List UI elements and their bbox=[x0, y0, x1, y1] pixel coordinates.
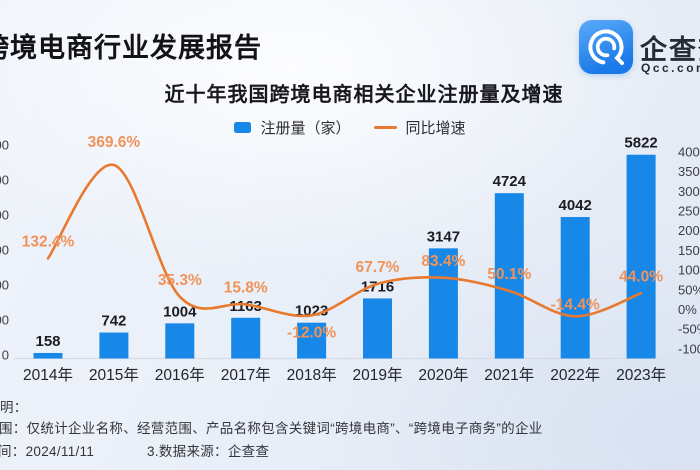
bar bbox=[99, 332, 129, 359]
growth-point-label: 132.4% bbox=[22, 234, 75, 251]
bar bbox=[363, 298, 392, 359]
x-axis-label: 2019年 bbox=[353, 366, 403, 384]
qcc-logo-icon bbox=[588, 29, 625, 66]
report-title: 跨境电商行业发展报告 bbox=[0, 33, 262, 63]
x-axis-label: 2018年 bbox=[287, 366, 337, 384]
qcc-brand-name: 企查查 bbox=[640, 35, 700, 65]
bar-value-label: 4042 bbox=[559, 197, 592, 214]
right-axis-tick: 250% bbox=[678, 204, 700, 219]
bar bbox=[428, 248, 458, 359]
legend-line-label: 同比增速 bbox=[405, 120, 466, 137]
legend-bar-swatch-icon bbox=[234, 122, 252, 133]
left-axis-tick: 0 bbox=[2, 347, 9, 362]
growth-point-label: 15.8% bbox=[224, 279, 268, 296]
growth-point-label: 83.4% bbox=[421, 253, 465, 270]
bar bbox=[33, 352, 63, 359]
left-axis-tick: 1000 bbox=[0, 312, 9, 327]
x-axis-label: 2014年 bbox=[23, 366, 73, 384]
left-axis-tick: 3000 bbox=[0, 242, 9, 257]
bar-value-label: 5822 bbox=[624, 135, 657, 152]
growth-point-label: 369.6% bbox=[88, 134, 141, 151]
qcc-logo: 企查查 Qcc.com bbox=[579, 20, 700, 76]
x-axis-label: 2023年 bbox=[616, 366, 666, 384]
right-axis-tick: 200% bbox=[678, 223, 700, 238]
left-axis-tick: 2000 bbox=[0, 277, 9, 292]
growth-point-label: 44.0% bbox=[619, 268, 663, 285]
bar bbox=[297, 322, 327, 359]
qcc-brand-url: Qcc.com bbox=[641, 61, 700, 75]
right-axis-tick: -50% bbox=[678, 322, 700, 337]
growth-point-label: 50.1% bbox=[487, 266, 531, 283]
left-axis-tick: 4000 bbox=[0, 207, 9, 222]
bar-value-label: 1004 bbox=[163, 303, 197, 320]
chart-title: 近十年我国跨境电商相关企业注册量及增速 bbox=[164, 84, 564, 106]
left-axis-tick: 6000 bbox=[0, 137, 9, 152]
x-axis-label: 2022年 bbox=[550, 366, 600, 384]
bar-value-label: 1163 bbox=[229, 298, 262, 315]
right-axis-tick: 150% bbox=[678, 243, 700, 258]
right-axis-tick: 100% bbox=[678, 263, 700, 278]
qcc-logo-badge bbox=[579, 20, 633, 74]
x-axis-label: 2015年 bbox=[89, 366, 139, 384]
right-axis-tick: 400% bbox=[678, 144, 700, 159]
x-axis-label: 2021年 bbox=[484, 366, 534, 384]
growth-line bbox=[46, 163, 643, 318]
right-axis-tick: -100% bbox=[678, 341, 700, 356]
bar bbox=[231, 317, 261, 359]
bar-value-label: 158 bbox=[35, 333, 60, 350]
x-axis-label: 2016年 bbox=[155, 366, 205, 384]
bar bbox=[560, 217, 590, 359]
legend-bar-label: 注册量（家） bbox=[260, 120, 351, 137]
bar bbox=[494, 193, 524, 359]
right-axis-tick: 50% bbox=[678, 282, 700, 297]
growth-point-label: 35.3% bbox=[158, 272, 202, 289]
chart-legend: 注册量（家） 同比增速 bbox=[0, 117, 700, 138]
bar bbox=[626, 154, 656, 359]
growth-point-label: -14.4% bbox=[551, 296, 600, 313]
left-axis-tick: 5000 bbox=[0, 172, 9, 187]
bar-value-label: 4724 bbox=[493, 173, 527, 190]
growth-point-label: 67.7% bbox=[356, 259, 400, 276]
x-axis-label: 2020年 bbox=[418, 366, 468, 384]
bar-value-label: 3147 bbox=[427, 228, 460, 245]
legend-line-swatch-icon bbox=[373, 125, 397, 130]
right-axis-tick: 0% bbox=[678, 302, 697, 317]
growth-point-label: -12.0% bbox=[287, 324, 336, 341]
bar-value-label: 742 bbox=[101, 313, 126, 330]
x-axis-label: 2017年 bbox=[221, 366, 271, 384]
bar bbox=[165, 323, 195, 359]
right-axis-tick: 300% bbox=[678, 184, 700, 199]
right-axis-tick: 350% bbox=[678, 164, 700, 179]
